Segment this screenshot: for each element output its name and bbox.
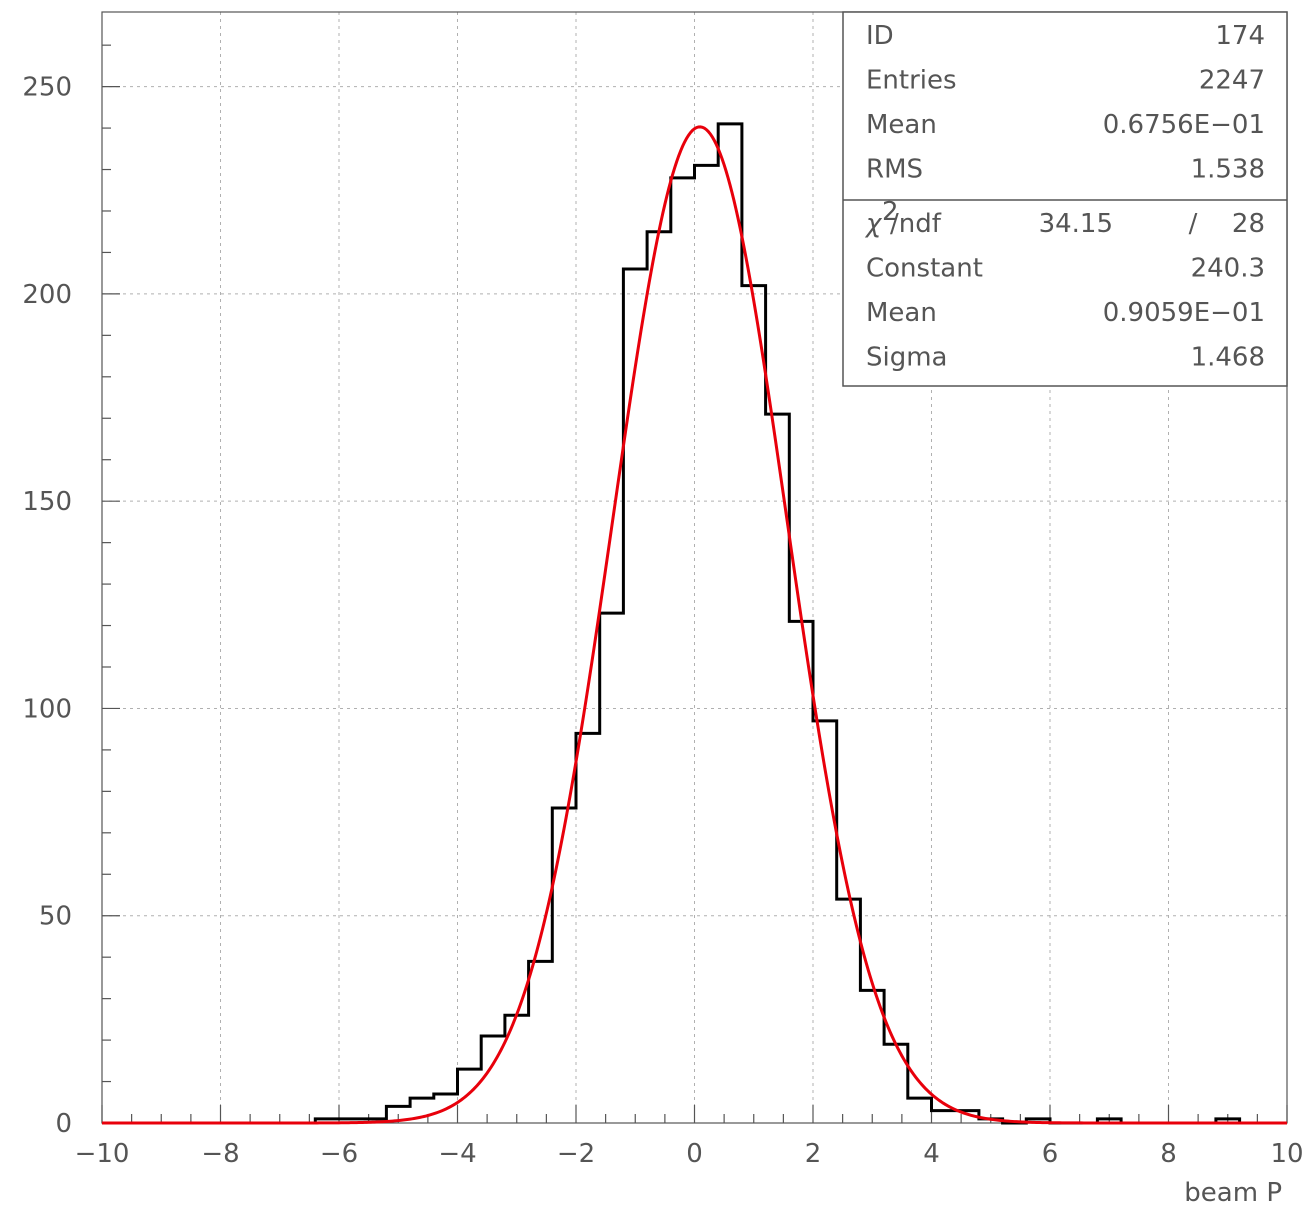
chi2-separator: / bbox=[1189, 209, 1198, 239]
x-tick-label: 2 bbox=[805, 1139, 822, 1169]
chi2-exponent: 2 bbox=[882, 197, 899, 227]
y-tick-label: 150 bbox=[22, 487, 72, 517]
x-tick-label: −2 bbox=[557, 1139, 595, 1169]
histogram-bin bbox=[671, 178, 695, 1123]
gaussian-fit-curve bbox=[102, 125, 1287, 1125]
histogram-bin bbox=[695, 165, 719, 1123]
y-tick-label: 250 bbox=[22, 73, 72, 103]
chi2-value: 34.15 bbox=[1039, 209, 1113, 239]
histogram-bin bbox=[884, 1044, 908, 1123]
x-tick-label: −8 bbox=[201, 1139, 239, 1169]
stats-box-frame bbox=[842, 11, 1288, 387]
histogram-bin bbox=[600, 613, 624, 1123]
chi2-label: /ndf bbox=[890, 209, 942, 239]
y-tick-label: 50 bbox=[39, 902, 72, 932]
histogram-bin bbox=[908, 1098, 932, 1123]
x-tick-label: −4 bbox=[438, 1139, 476, 1169]
histogram-bin bbox=[552, 808, 576, 1123]
histogram-bin bbox=[718, 124, 742, 1123]
y-tick-label: 0 bbox=[55, 1109, 72, 1139]
x-tick-label: −10 bbox=[75, 1139, 130, 1169]
stat-label: RMS bbox=[866, 155, 923, 185]
x-tick-label: −6 bbox=[320, 1139, 358, 1169]
chi2-symbol: χ bbox=[864, 209, 883, 239]
histogram-bin bbox=[932, 1111, 956, 1123]
histogram-bin bbox=[529, 961, 553, 1123]
histogram-bin bbox=[742, 286, 766, 1123]
fit-stat-value: 1.468 bbox=[1191, 343, 1265, 373]
x-tick-label: 0 bbox=[686, 1139, 703, 1169]
x-tick-label: 4 bbox=[923, 1139, 940, 1169]
x-axis-label: beam P bbox=[1184, 1178, 1282, 1208]
stat-value: 2247 bbox=[1199, 66, 1265, 96]
stat-label: ID bbox=[866, 21, 894, 51]
fit-stat-value: 240.3 bbox=[1191, 254, 1265, 284]
histogram-bin bbox=[813, 721, 837, 1123]
x-tick-label: 10 bbox=[1270, 1139, 1303, 1169]
x-tick-label: 6 bbox=[1042, 1139, 1059, 1169]
stat-label: Entries bbox=[866, 66, 957, 96]
stat-value: 174 bbox=[1215, 21, 1265, 51]
fit-stat-label: Constant bbox=[866, 254, 983, 284]
x-tick-label: 8 bbox=[1160, 1139, 1177, 1169]
fit-stat-value: 0.9059E−01 bbox=[1103, 298, 1265, 328]
y-tick-label: 100 bbox=[22, 694, 72, 724]
histogram-bin bbox=[458, 1069, 482, 1123]
fit-stat-label: Sigma bbox=[866, 343, 948, 373]
fit-stat-label: Mean bbox=[866, 298, 937, 328]
histogram-bin bbox=[576, 733, 600, 1123]
y-tick-label: 200 bbox=[22, 280, 72, 310]
stat-label: Mean bbox=[866, 110, 937, 140]
stat-value: 1.538 bbox=[1191, 155, 1265, 185]
histogram-bin bbox=[623, 269, 647, 1123]
fit-line bbox=[102, 125, 1287, 1125]
histogram-bin bbox=[647, 232, 671, 1123]
chi2-ndf: 28 bbox=[1232, 209, 1265, 239]
histogram-bin bbox=[789, 621, 813, 1123]
stat-value: 0.6756E−01 bbox=[1103, 110, 1265, 140]
